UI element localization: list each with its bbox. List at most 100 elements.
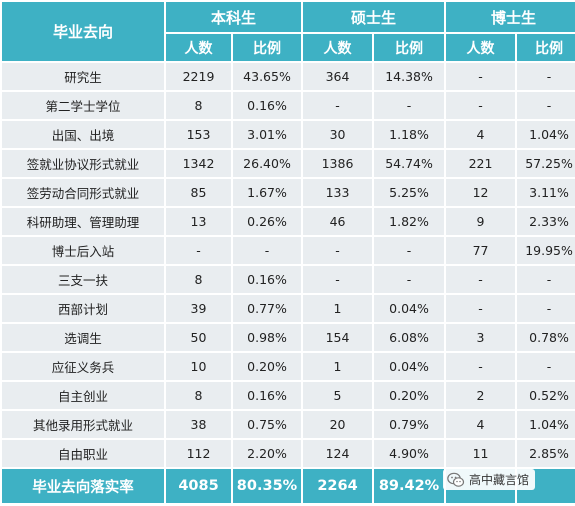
table-cell: 0.77%	[233, 295, 302, 322]
table-cell: -	[446, 92, 516, 119]
table-row: 博士后入站 - - - -77 19.95%	[2, 237, 575, 264]
table-cell: 50	[166, 324, 231, 351]
table-cell: 5	[303, 382, 373, 409]
sub-header-row: 人数 比例 人数 比例 人数 比例	[2, 34, 575, 61]
table-cell: 1386	[303, 150, 373, 177]
sub-header-count: 人数	[166, 34, 231, 61]
table-row: 自主创业 8 0.16% 5 0.20% 2 0.52%	[2, 382, 575, 409]
table-cell: 8	[166, 382, 231, 409]
table-cell: 57.25%	[517, 150, 575, 177]
table-cell: 1.04%	[517, 411, 575, 438]
footer-row: 毕业去向落实率 4085 80.35% 2264 89.42%	[2, 469, 575, 503]
table-cell: -	[233, 237, 302, 264]
table-row: 其他录用形式就业 38 0.75% 20 0.79% 4 1.04%	[2, 411, 575, 438]
table-cell: 0.20%	[374, 382, 445, 409]
footer-cell: 2264	[303, 469, 373, 503]
table-cell: -	[166, 237, 231, 264]
table-cell: 0.16%	[233, 382, 302, 409]
table-cell: 85	[166, 179, 231, 206]
sub-header-ratio: 比例	[517, 34, 575, 61]
table-cell: 1	[303, 353, 373, 380]
footer-cell: 4085	[166, 469, 231, 503]
table-cell: -	[446, 63, 516, 90]
table-cell: 153	[166, 121, 231, 148]
table-cell: 4.90%	[374, 440, 445, 467]
group-header-row: 毕业去向 本科生 硕士生 博士生	[2, 2, 575, 61]
table-cell: 14.38%	[374, 63, 445, 90]
sub-header-count: 人数	[303, 34, 373, 61]
row-category: 签劳动合同形式就业	[2, 179, 164, 206]
table-cell: -	[517, 92, 575, 119]
table-cell: 46	[303, 208, 373, 235]
table-cell: 8	[166, 92, 231, 119]
watermark-text: 高中藏言馆	[469, 473, 530, 487]
table-cell: 2219	[166, 63, 231, 90]
table-row: 三支一扶 8 0.16% - - - -	[2, 266, 575, 293]
table-cell: 0.04%	[374, 353, 445, 380]
table-row: 签就业协议形式就业 1342 26.40% 1386 54.74% 221 57.25%	[2, 150, 575, 177]
row-category: 签就业协议形式就业	[2, 150, 164, 177]
sub-header-count: 人数	[446, 34, 516, 61]
table-row: 选调生 50 0.98% 154 6.08% 3 0.78%	[2, 324, 575, 351]
table-cell: -	[446, 266, 516, 293]
table-row: 第二学士学位 8 0.16% - - - -	[2, 92, 575, 119]
table-cell: -	[374, 237, 445, 264]
table-body: 研究生 2219 43.65% 364 14.38% - - 第二学士学位 8 0.16% - - - -…	[2, 63, 575, 467]
table-cell: 1	[303, 295, 373, 322]
group-header-doctor: 博士生	[446, 2, 575, 32]
table-cell: 6.08%	[374, 324, 445, 351]
table-cell: -	[517, 63, 575, 90]
table-cell: 364	[303, 63, 373, 90]
footer-cell: 89.42%	[374, 469, 445, 503]
table-cell: 8	[166, 266, 231, 293]
footer-cell: 80.35%	[233, 469, 302, 503]
table-cell: 19.95%	[517, 237, 575, 264]
table-row: 自由职业 112 2.20% 124 4.90% 11 2.85%	[2, 440, 575, 467]
table-cell: -	[446, 295, 516, 322]
table-cell: 3.01%	[233, 121, 302, 148]
table-cell: 0.79%	[374, 411, 445, 438]
sub-header-ratio: 比例	[374, 34, 445, 61]
table-cell: 2.85%	[517, 440, 575, 467]
table-cell: 0.52%	[517, 382, 575, 409]
table-cell: -	[517, 353, 575, 380]
table-cell: 2.33%	[517, 208, 575, 235]
table-cell: 0.16%	[233, 92, 302, 119]
table-cell: 30	[303, 121, 373, 148]
table-cell: 10	[166, 353, 231, 380]
destination-header: 毕业去向	[2, 2, 164, 61]
table-cell: -	[517, 295, 575, 322]
table-cell: 0.20%	[233, 353, 302, 380]
watermark: 高中藏言馆	[443, 469, 536, 490]
row-category: 西部计划	[2, 295, 164, 322]
table-cell: 13	[166, 208, 231, 235]
table-cell: 221	[446, 150, 516, 177]
row-category: 博士后入站	[2, 237, 164, 264]
row-category: 三支一扶	[2, 266, 164, 293]
sub-header-ratio: 比例	[233, 34, 302, 61]
row-category: 第二学士学位	[2, 92, 164, 119]
table-row: 西部计划 39 0.77% 1 0.04% - -	[2, 295, 575, 322]
table-cell: 0.98%	[233, 324, 302, 351]
table-cell: 1.18%	[374, 121, 445, 148]
table-cell: 39	[166, 295, 231, 322]
row-category: 自主创业	[2, 382, 164, 409]
row-category: 选调生	[2, 324, 164, 351]
table-cell: -	[303, 237, 373, 264]
table-cell: 54.74%	[374, 150, 445, 177]
table-cell: -	[303, 92, 373, 119]
table-cell: 4	[446, 411, 516, 438]
table-cell: 4	[446, 121, 516, 148]
table-row: 研究生 2219 43.65% 364 14.38% - -	[2, 63, 575, 90]
table-cell: 43.65%	[233, 63, 302, 90]
table-cell: 154	[303, 324, 373, 351]
table-cell: 5.25%	[374, 179, 445, 206]
table-cell: 2.20%	[233, 440, 302, 467]
table-cell: -	[374, 266, 445, 293]
table-cell: 1.04%	[517, 121, 575, 148]
table-cell: 9	[446, 208, 516, 235]
table-cell: 12	[446, 179, 516, 206]
table-cell: 0.75%	[233, 411, 302, 438]
table-row: 出国、出境 153 3.01% 30 1.18% 4 1.04%	[2, 121, 575, 148]
table-cell: -	[303, 266, 373, 293]
